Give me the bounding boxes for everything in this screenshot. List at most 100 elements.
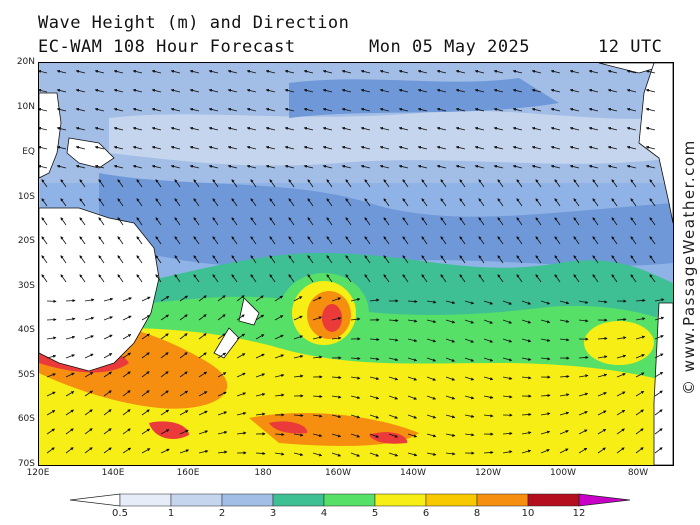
wave-direction-arrow [592, 198, 599, 207]
wave-direction-arrow [654, 447, 663, 454]
legend-swatch [170, 493, 223, 507]
wave-direction-arrow [417, 69, 428, 74]
wave-direction-arrow [75, 69, 86, 74]
wave-direction-arrow [402, 198, 409, 207]
wave-direction-arrow [616, 317, 627, 322]
wave-direction-arrow [350, 297, 361, 302]
wave-direction-arrow [369, 298, 380, 302]
wave-direction-arrow [611, 179, 618, 188]
wave-direction-arrow [84, 353, 94, 359]
wave-direction-arrow [103, 297, 114, 302]
wave-direction-arrow [426, 395, 437, 400]
lat-label: 10N [16, 102, 35, 112]
lon-label: 180 [254, 468, 272, 478]
wave-direction-arrow [611, 198, 618, 207]
wave-direction-arrow [189, 126, 200, 131]
wave-direction-arrow [398, 126, 409, 131]
wave-direction-arrow [445, 414, 456, 419]
wave-direction-arrow [198, 295, 207, 302]
wave-direction-arrow [502, 357, 513, 362]
wave-direction-arrow [60, 179, 67, 188]
wave-direction-arrow [573, 217, 580, 226]
wave-direction-arrow [326, 179, 333, 188]
wave-direction-arrow [483, 338, 494, 343]
wave-height-map [38, 62, 674, 466]
wave-direction-arrow [635, 409, 644, 416]
wave-direction-arrow [274, 334, 284, 340]
legend-label: 12 [572, 508, 586, 519]
wave-direction-arrow [535, 179, 542, 188]
wave-direction-arrow [341, 69, 352, 74]
wave-direction-arrow [174, 236, 181, 245]
wave-direction-arrow [255, 412, 266, 416]
wave-direction-arrow [236, 314, 245, 321]
wave-direction-arrow [39, 88, 48, 93]
wave-direction-arrow [502, 376, 513, 380]
wave-direction-arrow [388, 395, 399, 400]
wave-direction-arrow [554, 198, 561, 207]
wave-direction-arrow [60, 255, 67, 264]
wave-direction-arrow [597, 373, 608, 378]
wave-direction-arrow [212, 255, 219, 264]
wave-direction-arrow [654, 353, 664, 359]
wave-direction-arrow [79, 255, 86, 264]
wave-direction-arrow [521, 412, 532, 417]
wave-direction-arrow [426, 433, 437, 438]
wave-direction-arrow [170, 107, 181, 112]
wave-direction-arrow [573, 179, 580, 188]
wave-direction-arrow [322, 164, 333, 169]
wave-direction-arrow [122, 352, 132, 359]
wave-direction-arrow [174, 217, 181, 226]
wave-direction-arrow [426, 357, 437, 362]
wave-direction-arrow [231, 274, 238, 283]
wave-direction-arrow [217, 352, 227, 359]
wave-direction-arrow [122, 297, 132, 302]
wave-direction-arrow [559, 430, 569, 435]
wave-direction-arrow [155, 179, 162, 188]
wave-direction-arrow [39, 107, 48, 112]
wave-direction-arrow [250, 274, 257, 283]
wave-direction-arrow [402, 217, 409, 226]
wave-direction-arrow [307, 255, 314, 264]
wave-direction-arrow [516, 198, 523, 207]
wave-direction-arrow [478, 198, 485, 207]
wave-direction-arrow [350, 395, 361, 400]
wave-direction-arrow [360, 145, 371, 150]
wave-direction-arrow [398, 88, 409, 93]
wave-direction-arrow [246, 164, 257, 169]
wave-direction-arrow [369, 452, 380, 457]
wave-direction-arrow [56, 164, 67, 169]
wave-direction-arrow [607, 107, 618, 112]
wave-direction-arrow [269, 274, 276, 283]
wave-direction-arrow [122, 334, 132, 340]
wave-direction-arrow [578, 447, 588, 454]
wave-direction-arrow [436, 107, 447, 112]
wave-direction-arrow [531, 164, 542, 169]
wave-direction-arrow [654, 428, 663, 435]
wave-direction-arrow [521, 431, 532, 435]
wave-direction-arrow [179, 371, 188, 378]
wave-direction-arrow [231, 198, 238, 207]
lon-label: 160W [324, 468, 352, 478]
wave-direction-arrow [540, 338, 551, 342]
wave-direction-arrow [654, 409, 663, 416]
wave-direction-arrow [421, 255, 428, 264]
lat-label: 70S [17, 459, 35, 469]
wave-direction-arrow [65, 299, 76, 303]
wave-direction-arrow [578, 411, 588, 416]
lat-label: 30S [17, 281, 35, 291]
wave-direction-arrow [179, 449, 190, 454]
wave-direction-arrow [597, 410, 607, 416]
wave-direction-arrow [326, 236, 333, 245]
wave-direction-arrow [103, 316, 113, 321]
wave-direction-arrow [322, 88, 333, 93]
wave-direction-arrow [179, 390, 189, 397]
lon-label: 100W [549, 468, 577, 478]
wave-direction-arrow [654, 335, 664, 340]
wave-direction-arrow [250, 179, 257, 188]
wave-direction-arrow [284, 88, 295, 93]
wave-direction-arrow [341, 88, 352, 93]
wave-direction-arrow [60, 236, 67, 245]
wave-direction-arrow [274, 373, 285, 378]
wave-direction-arrow [198, 449, 209, 454]
